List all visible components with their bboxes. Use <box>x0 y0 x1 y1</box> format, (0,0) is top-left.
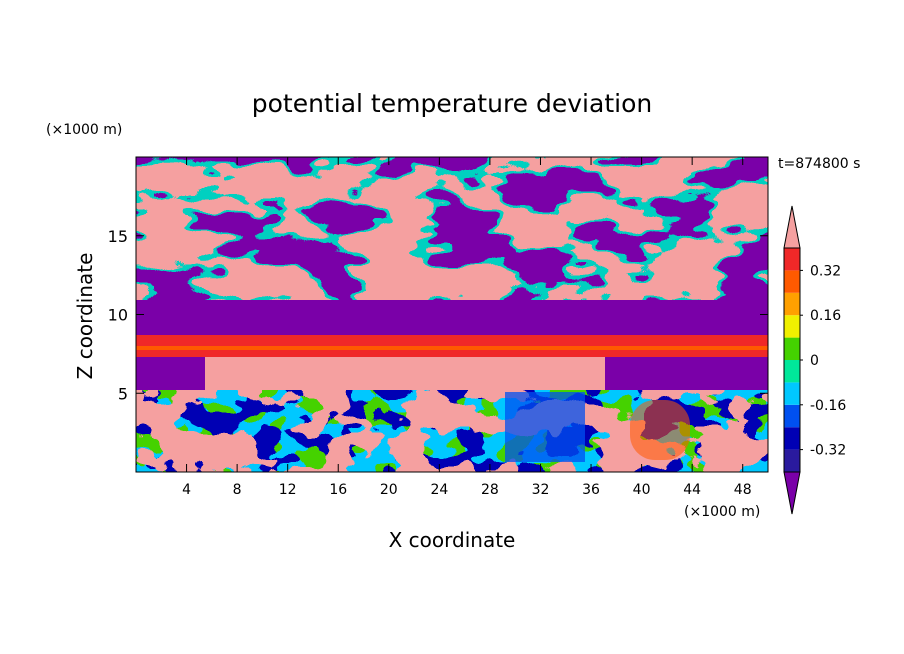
x-tick-label: 36 <box>582 482 600 498</box>
x-tick-label: 48 <box>734 482 752 498</box>
colorbar-over-triangle <box>783 205 801 249</box>
colorbar-tick-label: -0.32 <box>810 443 846 459</box>
x-tick-label: 40 <box>633 482 651 498</box>
colorbar-segment <box>784 248 800 271</box>
x-axis-label: X coordinate <box>389 528 516 552</box>
colorbar-segment <box>784 292 800 316</box>
field-middle-band <box>136 346 768 350</box>
colorbar-segment <box>784 315 800 338</box>
colorbar-segment <box>784 404 800 428</box>
colorbar-tick-label: 0 <box>810 353 819 369</box>
colorbar-segment <box>784 270 800 293</box>
colorbar-segment <box>784 449 800 472</box>
x-tick-label: 28 <box>481 482 499 498</box>
colorbar-segment <box>784 360 800 383</box>
y-tick-label: 10 <box>108 306 128 325</box>
y-unit-label: (×1000 m) <box>46 122 122 138</box>
field-middle-pink <box>205 357 605 390</box>
x-axis: 4 8 12 16 20 24 28 32 36 40 44 48 <box>182 157 752 498</box>
x-tick-label: 4 <box>182 482 191 498</box>
time-label: t=874800 s <box>778 156 860 172</box>
chart-title: potential temperature deviation <box>252 89 652 118</box>
y-axis: 5 10 15 <box>108 227 768 403</box>
colorbar-under-triangle <box>783 471 801 515</box>
x-tick-label: 44 <box>683 482 701 498</box>
x-tick-label: 24 <box>430 482 448 498</box>
field-lower-red-eddy <box>630 400 690 460</box>
field-upper-warm <box>136 157 768 317</box>
x-tick-label: 20 <box>380 482 398 498</box>
colorbar-tick-label: 0.16 <box>810 308 841 324</box>
colorbar-segment <box>784 382 800 405</box>
x-tick-label: 8 <box>233 482 242 498</box>
plot-area <box>136 157 768 472</box>
x-tick-label: 16 <box>329 482 347 498</box>
field-lower-blue <box>505 392 585 462</box>
x-tick-label: 32 <box>532 482 550 498</box>
y-tick-label: 15 <box>108 227 128 246</box>
y-axis-label: Z coordinate <box>73 253 97 380</box>
colorbar-segment <box>784 337 800 360</box>
colorbar-segment <box>784 427 800 450</box>
colorbar: 0.32 0.16 0 -0.16 -0.32 <box>783 205 846 515</box>
x-tick-label: 12 <box>279 482 297 498</box>
field-middle-purple <box>136 300 768 335</box>
x-unit-label: (×1000 m) <box>684 504 760 520</box>
colorbar-tick-label: 0.32 <box>810 263 841 279</box>
y-tick-label: 5 <box>118 384 128 403</box>
colorbar-tick-label: -0.16 <box>810 398 846 414</box>
